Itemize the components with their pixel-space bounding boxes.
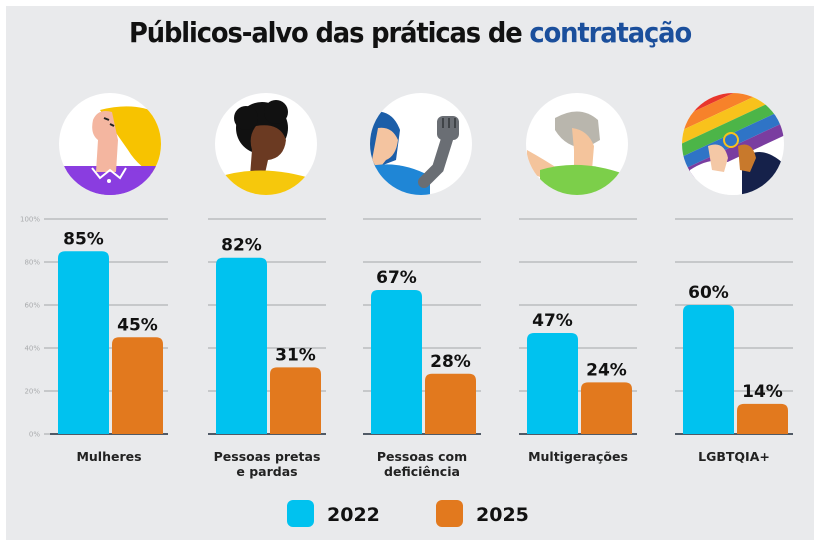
legend-label-2025: 2025 — [476, 504, 529, 526]
legend-label-2022: 2022 — [327, 504, 380, 526]
older-man-avatar-icon — [526, 93, 628, 195]
y-axis: 0% 20% 40% 60% 80% 100% — [20, 216, 50, 439]
title-accent-text: contratação — [529, 16, 692, 49]
y-tick-label: 100% — [20, 216, 40, 224]
bar-2022-2 — [371, 289, 422, 434]
bar-2025-1 — [270, 367, 321, 434]
y-tick-label: 0% — [29, 431, 40, 439]
category-label-1: e pardas — [236, 464, 297, 479]
bars: 85% 45% 82% 31% 67% 28% 47% 24% 60% 14% — [58, 229, 788, 434]
bar-2022-1 — [216, 257, 267, 434]
value-label-2025-1: 31% — [275, 345, 316, 365]
category-label-4: LGBTQIA+ — [698, 449, 770, 464]
value-label-2022-2: 67% — [376, 268, 417, 288]
value-label-2025-4: 14% — [742, 382, 783, 402]
category-label-0: Mulheres — [76, 449, 141, 464]
value-label-2025-3: 24% — [586, 360, 627, 380]
value-label-2025-0: 45% — [117, 315, 158, 335]
prosthetic-arm-avatar-icon — [370, 93, 472, 195]
legend-swatch-2025 — [436, 500, 463, 527]
category-label-1: Pessoas pretas — [214, 449, 321, 464]
bar-2022-0 — [58, 251, 109, 434]
rainbow-flag-couple-icon — [682, 93, 784, 195]
y-tick-label: 20% — [24, 388, 40, 396]
title-text: Públicos-alvo das práticas de — [128, 16, 530, 49]
y-tick-label: 60% — [24, 302, 40, 310]
y-tick-label: 80% — [24, 259, 40, 267]
y-tick-label: 40% — [24, 345, 40, 353]
value-label-2025-2: 28% — [430, 352, 471, 372]
bar-2025-3 — [581, 382, 632, 434]
legend: 2022 2025 — [287, 500, 529, 527]
value-label-2022-0: 85% — [63, 229, 104, 249]
bar-2022-4 — [683, 305, 734, 434]
legend-swatch-2022 — [287, 500, 314, 527]
bar-2022-3 — [527, 332, 578, 434]
value-label-2022-3: 47% — [532, 311, 573, 331]
category-label-2: Pessoas com — [377, 449, 467, 464]
bar-2025-4 — [737, 403, 788, 434]
value-label-2022-4: 60% — [688, 283, 729, 303]
category-label-2: deficiência — [384, 464, 460, 479]
black-person-avatar-icon — [215, 93, 317, 195]
value-label-2022-1: 82% — [221, 236, 262, 256]
category-label-3: Multigerações — [528, 449, 628, 464]
bar-2025-2 — [425, 373, 476, 434]
bar-2025-0 — [112, 337, 163, 434]
chart-title: Públicos-alvo das práticas de contrataçã… — [33, 16, 787, 49]
woman-avatar-icon — [59, 93, 161, 195]
